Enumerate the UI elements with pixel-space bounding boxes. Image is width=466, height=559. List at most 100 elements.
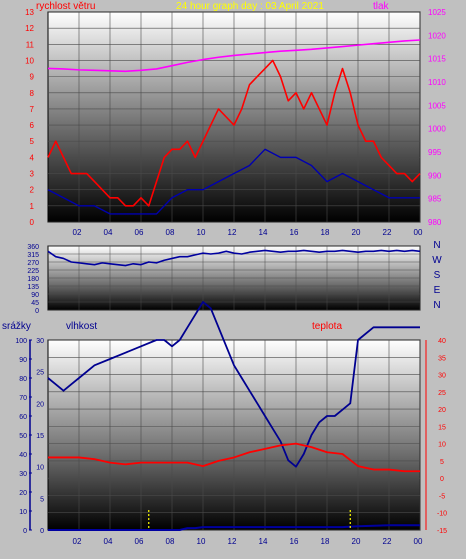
temperature-tick-label: 35	[438, 355, 446, 362]
pressure-tick-label: 980	[428, 218, 442, 227]
direction-tick-label: 360	[27, 244, 39, 251]
temperature-tick-label: 15	[438, 424, 446, 431]
time-tick-label: 04	[104, 537, 113, 546]
climate-chart-series	[47, 301, 420, 531]
wind-speed-tick-label: 5	[30, 137, 35, 146]
direction-tick-label: 90	[31, 292, 39, 299]
temperature-tick-label: -10	[437, 511, 447, 518]
direction-tick-label: 135	[27, 284, 39, 291]
humidity-tick-label: 0	[40, 528, 44, 535]
time-tick-label: 08	[166, 228, 175, 237]
wind-speed-tick-label: 12	[25, 24, 34, 33]
wind-speed-tick-label: 13	[25, 8, 34, 17]
time-tick-label: 02	[73, 537, 82, 546]
temperature-tick-label: -15	[437, 528, 447, 535]
wind-chart-title: 24 hour graph day : 03 April 2021	[176, 1, 324, 12]
pressure-line	[47, 39, 421, 73]
wind-speed-tick-label: 9	[30, 73, 35, 82]
time-tick-label: 08	[166, 537, 175, 546]
rain-tick-label: 80	[19, 376, 27, 383]
temperature-tick-label: 25	[438, 390, 446, 397]
rain-tick-label: 90	[19, 357, 27, 364]
direction-tick-label: 315	[27, 252, 39, 259]
time-tick-label: 20	[352, 228, 361, 237]
wind-speed-tick-label: 1	[30, 202, 35, 211]
rain-tick-label: 20	[19, 490, 27, 497]
time-tick-label: 10	[197, 537, 206, 546]
time-tick-label: 06	[135, 228, 144, 237]
time-tick-label: 00	[414, 537, 423, 546]
wind-pressure-chart: 0123456789101112139809859909951000100510…	[25, 1, 446, 237]
time-tick-label: 18	[321, 537, 330, 546]
time-tick-label: 10	[197, 228, 206, 237]
wind-speed-tick-label: 6	[30, 121, 35, 130]
time-tick-label: 14	[259, 228, 268, 237]
time-tick-label: 18	[321, 228, 330, 237]
humidity-tick-label: 25	[36, 370, 44, 377]
pressure-tick-label: 1015	[428, 55, 446, 64]
pressure-tick-label: 990	[428, 171, 442, 180]
rain-axis-label: srážky	[2, 321, 31, 332]
rain-total-line	[48, 524, 420, 531]
wind-speed-tick-label: 7	[30, 105, 35, 114]
direction-chart-grid	[48, 245, 421, 311]
time-tick-label: 12	[228, 228, 237, 237]
compass-letter: N	[433, 300, 440, 311]
climate-chart-ticks: -15-10-505101520253035400102030405060708…	[15, 338, 447, 546]
wind-speed-tick-label: 0	[30, 218, 35, 227]
temperature-axis-label: teplota	[312, 321, 342, 332]
rain-tick-label: 100	[15, 338, 27, 345]
wind-speed-tick-label: 10	[25, 56, 34, 65]
direction-chart-series	[47, 249, 421, 267]
humidity-tick-label: 30	[36, 338, 44, 345]
pressure-tick-label: 1025	[428, 8, 446, 17]
wind-gust-line	[47, 59, 421, 207]
time-tick-label: 14	[259, 537, 268, 546]
wind-speed-tick-label: 8	[30, 89, 35, 98]
humidity-tick-label: 5	[40, 496, 44, 503]
wind-speed-tick-label: 3	[30, 170, 35, 179]
pressure-tick-label: 985	[428, 195, 442, 204]
compass-letter: E	[434, 285, 441, 296]
direction-tick-label: 180	[27, 276, 39, 283]
time-tick-label: 12	[228, 537, 237, 546]
pressure-axis-label: tlak	[373, 1, 390, 12]
pressure-tick-label: 1005	[428, 101, 446, 110]
temperature-tick-label: 30	[438, 373, 446, 380]
rain-tick-label: 60	[19, 414, 27, 421]
pressure-tick-label: 1000	[428, 125, 446, 134]
humidity-axis-label: vlhkost	[66, 321, 97, 332]
rain-tick-label: 30	[19, 471, 27, 478]
temperature-tick-label: 10	[438, 442, 446, 449]
wind-speed-tick-label: 2	[30, 186, 35, 195]
wind-chart-ticks: 0123456789101112139809859909951000100510…	[25, 8, 446, 237]
pressure-tick-label: 1010	[428, 78, 446, 87]
wind-speed-axis-label: rychlost větru	[36, 1, 95, 12]
time-tick-label: 02	[73, 228, 82, 237]
time-tick-label: 16	[290, 537, 299, 546]
direction-tick-label: 45	[31, 300, 39, 307]
temperature-tick-label: -5	[439, 493, 445, 500]
humidity-tick-label: 15	[36, 433, 44, 440]
direction-tick-label: 0	[35, 308, 39, 315]
rain-tick-label: 40	[19, 452, 27, 459]
wind-chart-series	[47, 39, 421, 215]
direction-tick-label: 225	[27, 268, 39, 275]
compass-letter: N	[433, 240, 440, 251]
humidity-line	[47, 301, 420, 468]
direction-tick-label: 270	[27, 260, 39, 267]
wind-speed-tick-label: 4	[30, 153, 35, 162]
rain-tick-label: 70	[19, 395, 27, 402]
time-tick-label: 20	[352, 537, 361, 546]
humidity-tick-label: 10	[36, 465, 44, 472]
rain-tick-label: 0	[23, 528, 27, 535]
compass-letter: W	[432, 255, 442, 266]
compass-letter: S	[434, 270, 441, 281]
time-tick-label: 16	[290, 228, 299, 237]
pressure-tick-label: 1020	[428, 31, 446, 40]
temperature-tick-label: 40	[438, 338, 446, 345]
